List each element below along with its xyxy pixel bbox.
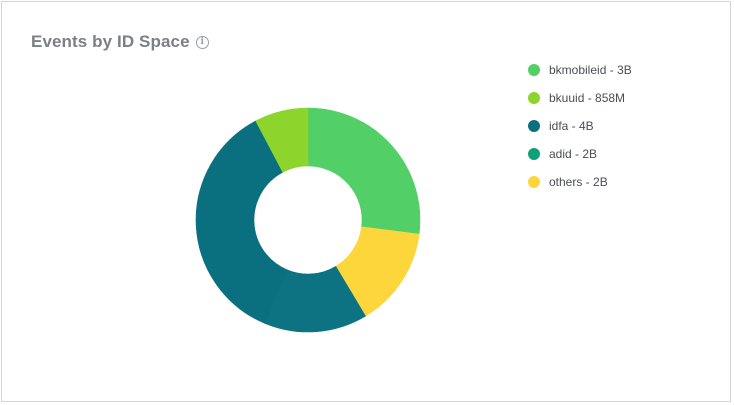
card-header: Events by ID Space i	[31, 32, 209, 52]
legend-swatch-idfa	[528, 120, 540, 132]
legend-item-adid[interactable]: adid - 2B	[528, 146, 632, 162]
legend-item-bkmobileid[interactable]: bkmobileid - 3B	[528, 62, 632, 78]
legend-swatch-others	[528, 176, 540, 188]
donut-slice-idfa[interactable]	[195, 120, 288, 324]
info-icon[interactable]: i	[195, 35, 209, 49]
legend-label-idfa: idfa - 4B	[549, 119, 594, 133]
donut-slice-bkuuid[interactable]	[255, 107, 309, 173]
legend-item-bkuuid[interactable]: bkuuid - 858M	[528, 90, 632, 106]
legend-swatch-adid	[528, 148, 540, 160]
chart-title: Events by ID Space	[31, 32, 190, 51]
legend-item-others[interactable]: others - 2B	[528, 174, 632, 190]
legend-item-idfa[interactable]: idfa - 4B	[528, 118, 632, 134]
chart-legend: bkmobileid - 3B bkuuid - 858M idfa - 4B …	[528, 62, 632, 190]
legend-swatch-bkuuid	[528, 92, 540, 104]
legend-swatch-bkmobileid	[528, 64, 540, 76]
legend-label-others: others - 2B	[549, 175, 608, 189]
legend-label-bkuuid: bkuuid - 858M	[549, 91, 626, 105]
legend-label-bkmobileid: bkmobileid - 3B	[549, 63, 632, 77]
legend-label-adid: adid - 2B	[549, 147, 598, 161]
donut-slice-bkmobileid[interactable]	[307, 107, 421, 235]
